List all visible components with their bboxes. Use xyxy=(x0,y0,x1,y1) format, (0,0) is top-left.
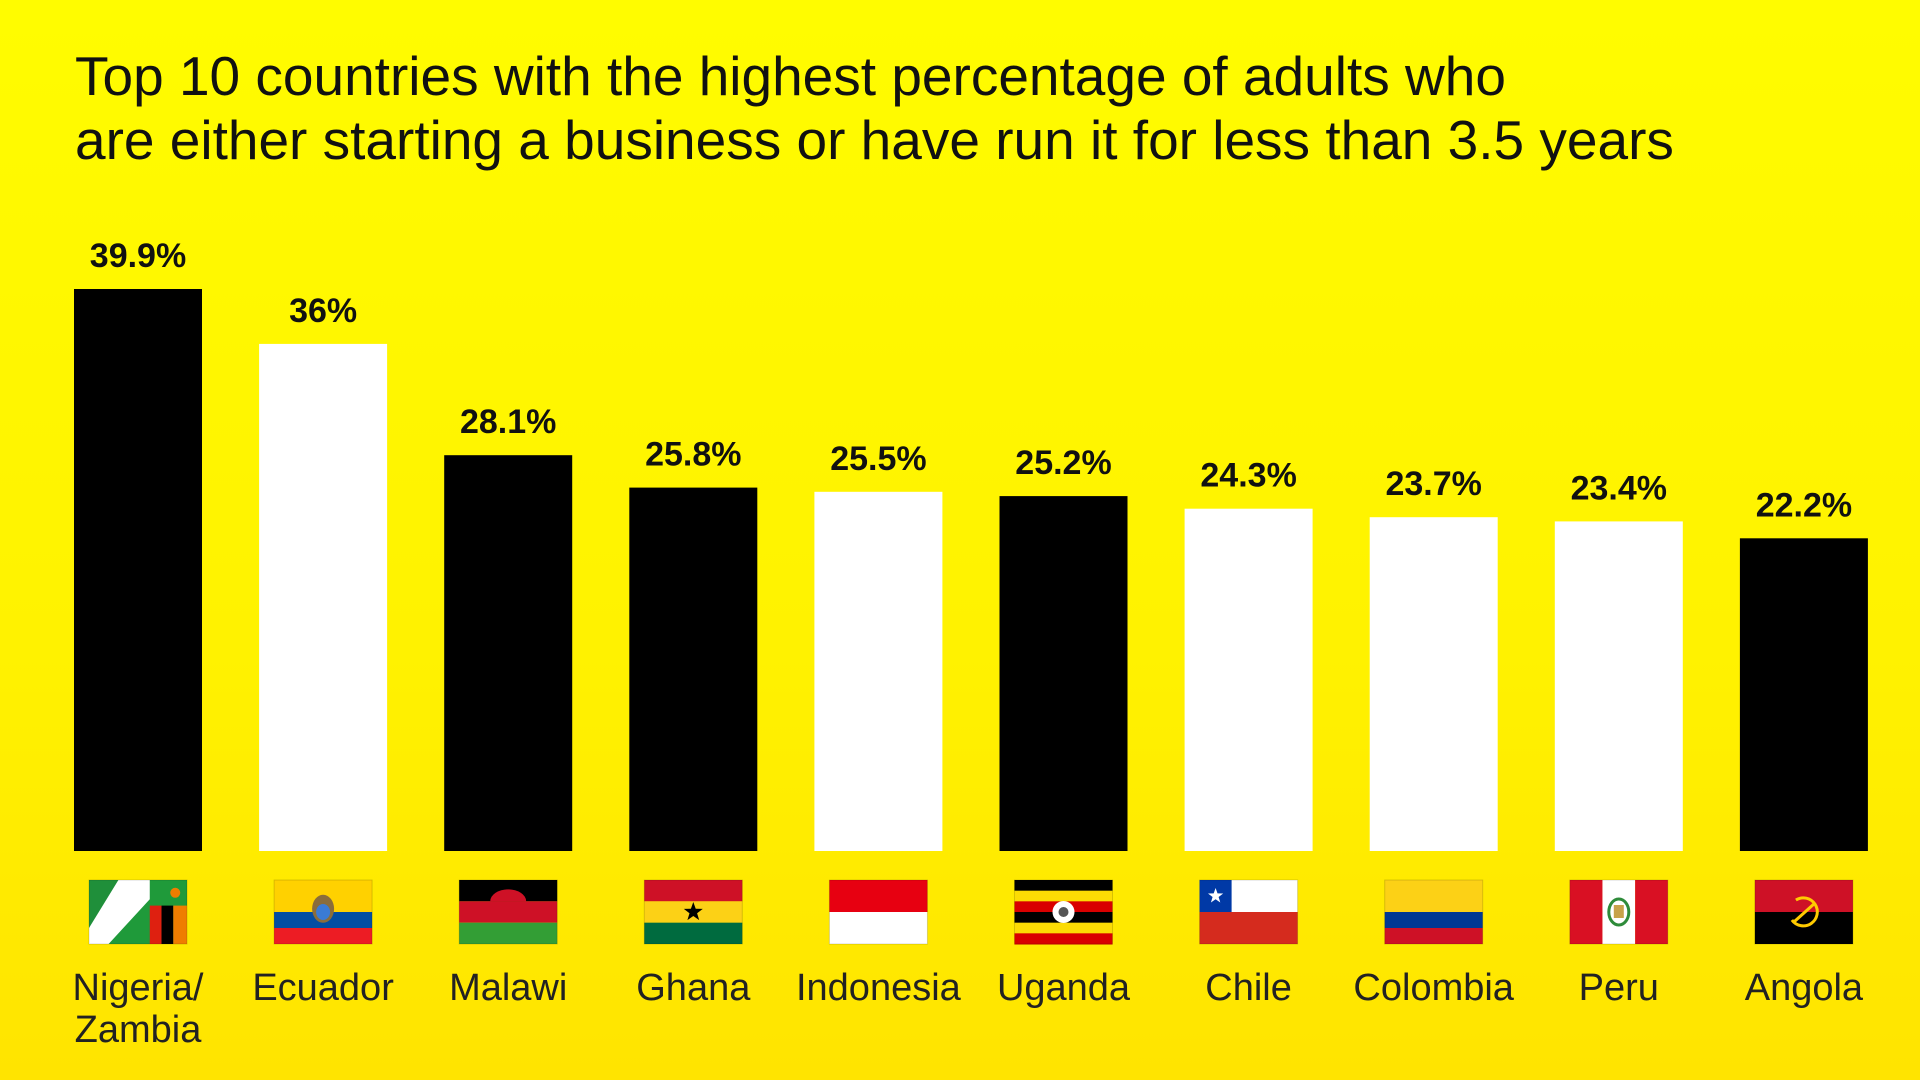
uganda-flag-icon xyxy=(1014,879,1113,945)
peru-flag-icon xyxy=(1569,879,1669,945)
value-label-4: 25.5% xyxy=(830,440,926,478)
category-label-6: Chile xyxy=(1205,967,1292,1009)
chile-flag-icon xyxy=(1199,879,1299,945)
value-label-2: 28.1% xyxy=(460,403,556,441)
bar-8 xyxy=(1554,521,1683,851)
malawi-flag-icon xyxy=(458,879,558,945)
nigeria-zambia-flag-icon xyxy=(88,879,188,945)
chart-title-line-1: Top 10 countries with the highest percen… xyxy=(75,45,1506,107)
angola-flag-icon xyxy=(1754,879,1854,945)
bar-6 xyxy=(1184,508,1313,851)
value-label-8: 23.4% xyxy=(1571,469,1667,507)
category-label-9: Angola xyxy=(1745,967,1864,1009)
chart-title-line-2: are either starting a business or have r… xyxy=(75,109,1674,171)
ghana-flag-icon xyxy=(643,879,743,945)
category-label-5: Uganda xyxy=(997,967,1131,1009)
category-label-0-line-0: Nigeria/ xyxy=(73,967,204,1009)
category-label-8: Peru xyxy=(1579,967,1659,1009)
category-label-7: Colombia xyxy=(1353,967,1514,1009)
category-label-1: Ecuador xyxy=(252,967,394,1009)
colombia-flag-icon xyxy=(1384,879,1484,945)
bar-2 xyxy=(444,455,573,851)
bar-9 xyxy=(1739,538,1868,851)
value-label-3: 25.8% xyxy=(645,436,741,474)
value-label-9: 22.2% xyxy=(1756,486,1852,524)
chart-title: Top 10 countries with the highest percen… xyxy=(75,44,1875,172)
bar-0 xyxy=(74,289,202,851)
value-label-1: 36% xyxy=(289,292,357,330)
category-label-4: Indonesia xyxy=(796,967,962,1009)
category-label-2: Malawi xyxy=(449,967,567,1009)
ecuador-flag-icon xyxy=(273,879,373,945)
value-label-7: 23.7% xyxy=(1385,465,1481,503)
bar-1 xyxy=(259,343,388,851)
category-label-3: Ghana xyxy=(636,967,751,1009)
indonesia-flag-icon xyxy=(828,879,928,945)
category-label-0-line-1: Zambia xyxy=(75,1009,203,1051)
bar-3 xyxy=(629,487,758,851)
value-label-6: 24.3% xyxy=(1200,457,1296,495)
bar-7 xyxy=(1369,517,1498,851)
value-label-0: 39.9% xyxy=(90,237,186,275)
bar-5 xyxy=(999,496,1128,851)
value-label-5: 25.2% xyxy=(1015,444,1111,482)
bar-4 xyxy=(814,491,943,851)
